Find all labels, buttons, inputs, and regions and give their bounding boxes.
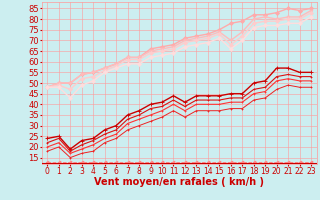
- X-axis label: Vent moyen/en rafales ( km/h ): Vent moyen/en rafales ( km/h ): [94, 177, 264, 187]
